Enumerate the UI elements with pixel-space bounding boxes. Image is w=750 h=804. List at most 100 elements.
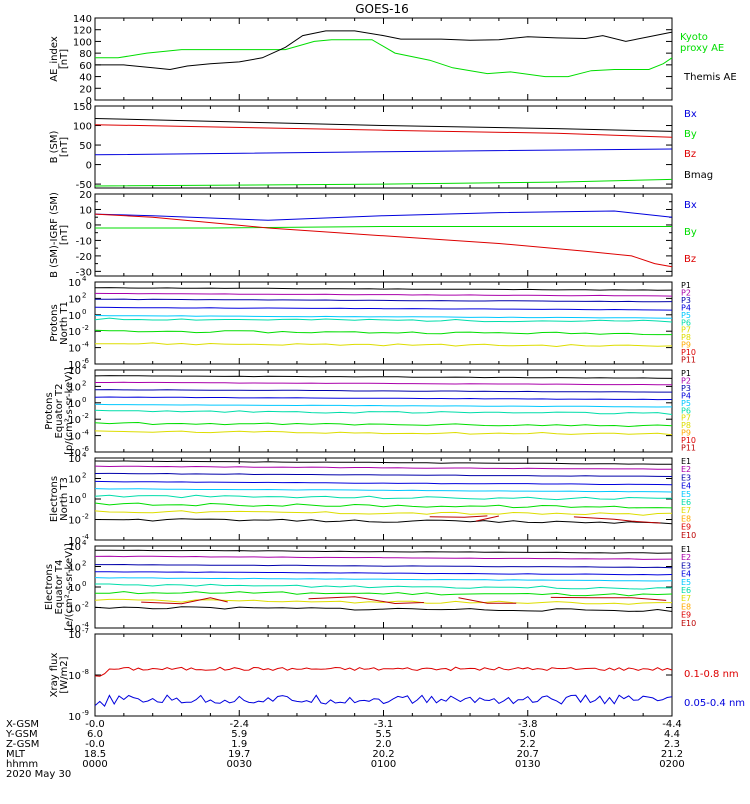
legend-p1: P1 [681, 281, 691, 290]
legend-p9: P9 [681, 429, 691, 438]
y-tick-exponent: -4 [82, 341, 90, 349]
x-axis-tick-label: -0.0 [85, 719, 105, 730]
electron-e10-segment [308, 596, 424, 605]
plot-title: GOES-16 [355, 2, 409, 16]
y-tick-label: 40 [79, 73, 92, 84]
electron-e10-segment [141, 597, 228, 605]
flux-series-6 [95, 583, 673, 590]
flux-series-2 [95, 381, 672, 386]
legend-e5: E5 [681, 578, 691, 587]
legend-e10: E10 [681, 619, 696, 628]
y-tick-exponent: -8 [82, 668, 89, 676]
y-axis-label: [p/(cm²-s-sr-keV)] [64, 367, 75, 455]
series-line-bmag [94, 118, 673, 132]
x-axis-tick-label: -3.1 [374, 719, 394, 730]
flux-series-1 [94, 287, 673, 291]
y-tick-label: 10 [68, 536, 81, 547]
legend-p8: P8 [681, 333, 691, 342]
legend-p9: P9 [681, 341, 691, 350]
y-axis-label: B (SM)-IGRF (SM) [49, 192, 60, 278]
legend-p7: P7 [681, 326, 691, 335]
x-axis-tick-label: 0100 [371, 759, 396, 770]
y-tick-exponent: 4 [82, 275, 87, 283]
series-line-themis-ae [95, 30, 673, 71]
y-tick-label: 0 [86, 221, 92, 232]
y-tick-exponent: -2 [82, 324, 89, 332]
xray-series-1 [94, 666, 673, 677]
y-tick-label: -50 [76, 180, 92, 191]
y-tick-label: 10 [68, 475, 81, 486]
y-tick-exponent: 0 [82, 492, 86, 500]
y-tick-label: -10 [76, 236, 92, 247]
x-axis-tick-label: 5.0 [520, 729, 536, 740]
electron-e10-segment [550, 596, 667, 601]
y-tick-label: 0 [86, 161, 92, 172]
series-line-kyoto-proxy-ae [95, 39, 673, 78]
flux-series-4 [94, 306, 673, 311]
y-tick-label: 10 [68, 712, 81, 723]
flux-series-7 [94, 591, 673, 597]
panel-frame-2 [94, 105, 673, 189]
legend-e6: E6 [681, 498, 691, 507]
y-tick-label: 10 [68, 630, 81, 641]
y-tick-label: 50 [79, 141, 92, 152]
flux-series-8 [95, 342, 673, 348]
series-line-bz [94, 124, 673, 138]
flux-series-4 [94, 571, 673, 576]
y-tick-label: 10 [68, 344, 81, 355]
series-line-by [95, 226, 672, 229]
y-tick-label: 10 [68, 448, 81, 459]
y-tick-exponent: -2 [82, 601, 89, 609]
legend-proxy-ae: proxy AE [680, 43, 724, 54]
y-tick-label: 10 [68, 604, 81, 615]
y-tick-label: -30 [76, 267, 92, 278]
flux-series-1 [94, 375, 673, 379]
flux-series-5 [94, 403, 673, 408]
x-axis-tick-label: 20.7 [517, 749, 539, 760]
flux-series-4 [94, 480, 673, 486]
y-tick-label: 20 [79, 190, 92, 201]
series-line-bz [94, 213, 673, 268]
y-tick-label: 0 [86, 96, 92, 107]
x-axis-tick-label: 0130 [515, 759, 540, 770]
y-tick-label: 10 [68, 454, 81, 465]
x-axis-tick-label: 2.0 [376, 739, 392, 750]
y-tick-exponent: 4 [82, 451, 87, 459]
panel-frame-1 [94, 17, 673, 101]
flux-series-8 [94, 598, 672, 605]
y-tick-exponent: -6 [82, 445, 90, 453]
y-axis-label: AE_index [49, 36, 60, 82]
y-tick-exponent: 4 [82, 363, 87, 371]
y-tick-label: 10 [68, 432, 81, 443]
x-axis-tick-label: 0200 [659, 759, 684, 770]
flux-series-5 [94, 488, 673, 493]
legend-e4: E4 [681, 482, 691, 491]
y-tick-exponent: 2 [82, 291, 86, 299]
y-tick-exponent: -6 [82, 357, 90, 365]
y-tick-label: 10 [68, 399, 81, 410]
flux-series-6 [94, 317, 673, 323]
xray-series-2 [94, 694, 673, 707]
x-axis-tick-label: 2.2 [520, 739, 536, 750]
x-axis-row-label: Y-GSM [5, 729, 38, 740]
y-tick-label: 10 [68, 495, 81, 506]
flux-series-9 [94, 606, 673, 612]
legend-e1: E1 [681, 545, 691, 554]
flux-series-7 [94, 329, 672, 336]
y-axis-label: North T1 [59, 301, 70, 345]
y-axis-label: [W/m2] [59, 656, 70, 693]
x-axis-row-label: Z-GSM [6, 739, 39, 750]
legend-p2: P2 [681, 376, 691, 385]
y-axis-label: [e/(cm²-s-sr-keV)] [64, 543, 75, 631]
legend-bz: Bz [684, 149, 696, 160]
legend-p4: P4 [681, 391, 691, 400]
legend-e3: E3 [681, 473, 691, 482]
y-tick-label: 10 [68, 516, 81, 527]
flux-series-2 [94, 555, 673, 560]
x-axis-tick-label: 4.4 [664, 729, 680, 740]
legend-e3: E3 [681, 561, 691, 570]
electron-e10-segment [429, 515, 488, 518]
legend-p11: P11 [681, 444, 696, 453]
series-line-by [94, 178, 673, 187]
legend-p4: P4 [681, 303, 691, 312]
